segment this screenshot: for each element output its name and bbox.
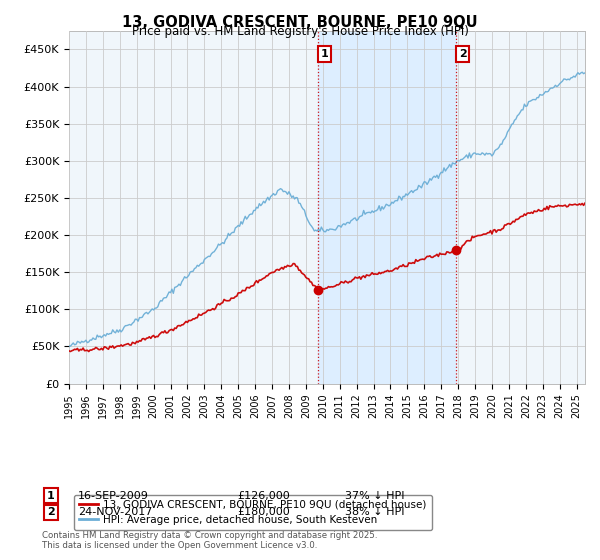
Text: 13, GODIVA CRESCENT, BOURNE, PE10 9QU: 13, GODIVA CRESCENT, BOURNE, PE10 9QU bbox=[122, 15, 478, 30]
Text: £126,000: £126,000 bbox=[237, 491, 290, 501]
Text: 1: 1 bbox=[320, 49, 328, 59]
Text: 16-SEP-2009: 16-SEP-2009 bbox=[78, 491, 149, 501]
Legend: 13, GODIVA CRESCENT, BOURNE, PE10 9QU (detached house), HPI: Average price, deta: 13, GODIVA CRESCENT, BOURNE, PE10 9QU (d… bbox=[74, 494, 432, 530]
Text: 38% ↓ HPI: 38% ↓ HPI bbox=[345, 507, 404, 517]
Text: £180,000: £180,000 bbox=[237, 507, 290, 517]
Text: 24-NOV-2017: 24-NOV-2017 bbox=[78, 507, 152, 517]
Text: 37% ↓ HPI: 37% ↓ HPI bbox=[345, 491, 404, 501]
Text: 1: 1 bbox=[47, 491, 55, 501]
Bar bbox=[318, 31, 457, 384]
Text: Price paid vs. HM Land Registry's House Price Index (HPI): Price paid vs. HM Land Registry's House … bbox=[131, 25, 469, 38]
Text: 2: 2 bbox=[47, 507, 55, 517]
Text: Contains HM Land Registry data © Crown copyright and database right 2025.
This d: Contains HM Land Registry data © Crown c… bbox=[42, 530, 377, 550]
Text: 2: 2 bbox=[459, 49, 467, 59]
